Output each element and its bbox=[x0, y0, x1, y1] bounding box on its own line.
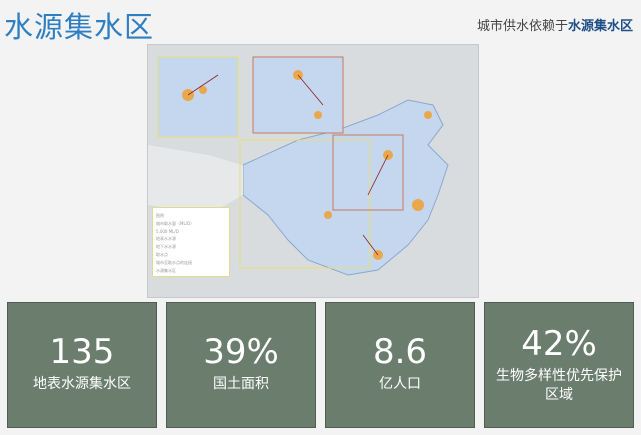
legend-item: 城市至取水点的连接 bbox=[156, 260, 192, 265]
stat-value: 39% bbox=[203, 332, 279, 372]
subtitle-highlight: 水源集水区 bbox=[567, 19, 633, 34]
page-subtitle: 城市供水依赖于水源集水区 bbox=[477, 15, 633, 34]
stat-label: 地表水源集水区 bbox=[33, 376, 131, 392]
legend-item: 地表水水源 bbox=[156, 236, 176, 241]
map-legend: 图例 城市取水量（ML/D） 5,000 ML/D 地表水水源 地下水水源 取水… bbox=[152, 207, 230, 277]
legend-item: 水源集水区 bbox=[156, 268, 176, 273]
stat-label: 亿人口 bbox=[379, 376, 421, 392]
stat-card-catchments: 135 地表水源集水区 bbox=[7, 302, 157, 428]
stat-card-biodiversity: 42% 生物多样性优先保护区域 bbox=[484, 302, 634, 428]
subtitle-prefix: 城市供水依赖于 bbox=[476, 19, 568, 34]
map-graphic bbox=[148, 56, 449, 276]
stat-label: 国土面积 bbox=[213, 376, 269, 392]
legend-item: 5,000 ML/D bbox=[156, 229, 179, 234]
catchment-map: 图例 城市取水量（ML/D） 5,000 ML/D 地表水水源 地下水水源 取水… bbox=[147, 44, 479, 298]
legend-item: 取水点 bbox=[156, 252, 168, 257]
page-title: 水源集水区 bbox=[4, 10, 155, 44]
stat-card-land-area: 39% 国土面积 bbox=[166, 302, 316, 428]
stat-label: 生物多样性优先保护区域 bbox=[496, 368, 622, 403]
stat-value: 8.6 bbox=[372, 332, 428, 372]
stat-value: 42% bbox=[521, 324, 597, 364]
legend-item: 地下水水源 bbox=[156, 244, 176, 249]
legend-title: 图例 bbox=[156, 213, 164, 218]
legend-item: 城市取水量（ML/D） bbox=[156, 221, 195, 226]
stat-card-population: 8.6 亿人口 bbox=[325, 302, 475, 428]
stat-value: 135 bbox=[49, 332, 115, 372]
